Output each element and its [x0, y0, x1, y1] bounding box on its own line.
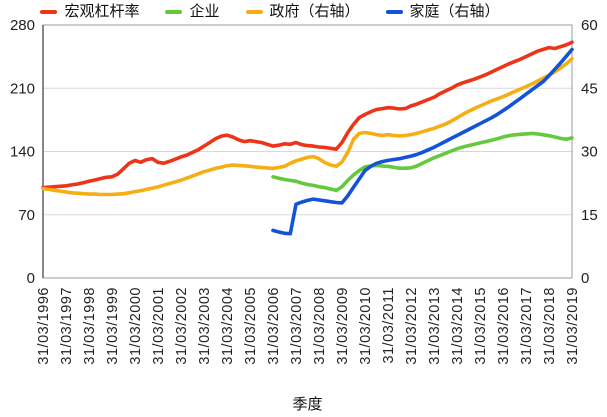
x-tick-label: 31/03/2008	[312, 287, 328, 365]
y-left-tick-label: 140	[10, 144, 35, 161]
x-tick-label: 31/03/2005	[243, 287, 259, 365]
x-tick-label: 31/03/2010	[358, 287, 374, 365]
y-left-tick-label: 280	[10, 17, 35, 34]
y-left-tick-label: 210	[10, 80, 35, 97]
legend-label: 企业	[189, 3, 220, 20]
legend-dash-icon	[385, 10, 403, 14]
x-tick-label: 31/03/2013	[427, 287, 443, 365]
legend-label: 宏观杠杆率	[64, 3, 140, 20]
series-line-household	[271, 47, 574, 236]
y-left-tick-label: 0	[27, 270, 35, 287]
x-tick-label: 31/03/2015	[473, 287, 489, 365]
legend-item-macro[interactable]: 宏观杠杆率	[40, 2, 139, 22]
legend-dash-icon	[165, 10, 183, 14]
legend-item-enterprise[interactable]: 企业	[165, 2, 220, 22]
legend-label: 政府（右轴）	[269, 3, 360, 20]
x-tick-label: 31/03/1998	[82, 287, 98, 365]
series-line-government	[41, 56, 574, 197]
series-line-enterprise	[271, 131, 574, 193]
x-tick-label: 31/03/2016	[496, 287, 512, 365]
y-right-tick-label: 0	[581, 270, 589, 287]
y-right-tick-label: 45	[581, 80, 598, 97]
x-tick-label: 31/03/2003	[197, 287, 213, 365]
y-left-tick-label: 70	[18, 207, 35, 224]
series-line-macro	[41, 40, 574, 190]
x-tick-label: 31/03/2011	[381, 287, 397, 364]
x-tick-label: 31/03/2007	[289, 287, 305, 365]
legend-item-government[interactable]: 政府（右轴）	[245, 2, 360, 22]
x-tick-label: 31/03/2006	[266, 287, 282, 365]
x-tick-label: 31/03/2000	[128, 287, 144, 365]
legend-item-household[interactable]: 家庭（右轴）	[385, 2, 500, 22]
y-right-tick-label: 30	[581, 144, 598, 161]
x-tick-label: 31/03/2002	[174, 287, 190, 365]
x-tick-label: 31/03/2014	[450, 287, 466, 365]
x-tick-label: 31/03/2018	[542, 287, 558, 365]
x-axis-title: 季度	[292, 396, 323, 413]
legend-dash-icon	[40, 10, 58, 14]
x-tick-label: 31/03/1996	[36, 287, 52, 365]
chart-legend: 宏观杠杆率 企业 政府（右轴） 家庭（右轴）	[0, 2, 540, 22]
legend-dash-icon	[245, 10, 263, 14]
x-tick-label: 31/03/2012	[404, 287, 420, 365]
x-tick-label: 31/03/1997	[59, 287, 75, 365]
x-tick-label: 31/03/2019	[565, 287, 581, 365]
legend-label: 家庭（右轴）	[409, 3, 500, 20]
x-tick-label: 31/03/2017	[519, 287, 535, 365]
x-tick-label: 31/03/2004	[220, 287, 236, 365]
x-tick-label: 31/03/2009	[335, 287, 351, 365]
y-right-tick-label: 15	[581, 207, 598, 224]
y-right-tick-label: 60	[581, 17, 598, 34]
x-tick-label: 31/03/2001	[151, 287, 167, 365]
x-tick-label: 31/03/1999	[105, 287, 121, 365]
